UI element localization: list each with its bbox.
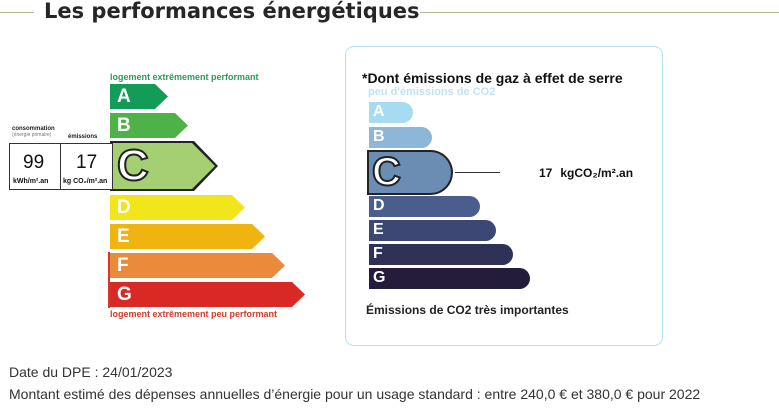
ges-class-c-letter: C bbox=[371, 149, 402, 195]
section-title: Les performances énergétiques bbox=[44, 0, 420, 23]
values-box bbox=[9, 143, 113, 190]
energy-class-f-bar: F bbox=[110, 253, 285, 278]
energy-class-f-letter: F bbox=[117, 255, 129, 276]
ges-class-d-bar: D bbox=[369, 196, 480, 217]
energy-class-d-letter: D bbox=[117, 197, 131, 218]
ges-class-f-letter: F bbox=[373, 245, 383, 262]
energy-class-e-letter: E bbox=[117, 226, 130, 247]
dpe-date: Date du DPE : 24/01/2023 bbox=[9, 364, 173, 380]
ges-bottom-label: Émissions de CO2 très importantes bbox=[366, 303, 569, 317]
emission-unit: kg CO₂/m².an bbox=[63, 178, 108, 185]
title-rule-right bbox=[420, 12, 779, 13]
ges-class-a-bar: A bbox=[369, 102, 413, 123]
energy-class-c-bar bbox=[112, 143, 215, 189]
section-header: Les performances énergétiques bbox=[0, 0, 779, 30]
ges-class-b-letter: B bbox=[373, 128, 385, 145]
ges-class-a-letter: A bbox=[373, 103, 385, 120]
energy-class-d-bar: D bbox=[110, 195, 245, 220]
energy-class-g-letter: G bbox=[117, 284, 132, 305]
consumption-unit: kWh/m².an bbox=[13, 178, 49, 185]
ges-class-b-bar: B bbox=[369, 127, 432, 148]
ges-value-readout: 17 kgCO₂/m².an bbox=[539, 166, 633, 180]
ges-unit: kgCO₂/m².an bbox=[560, 166, 634, 180]
ges-class-c-bar bbox=[369, 152, 451, 193]
emission-label: émissions bbox=[68, 134, 98, 140]
energy-fg-marker bbox=[108, 252, 110, 308]
energy-class-a-bar: A bbox=[110, 84, 168, 109]
energy-class-b-bar: B bbox=[110, 113, 188, 138]
ges-class-d-letter: D bbox=[373, 197, 385, 214]
ges-class-f-bar: F bbox=[369, 244, 513, 265]
energy-class-g-bar: G bbox=[110, 282, 305, 307]
energy-class-a-letter: A bbox=[117, 86, 131, 107]
emission-value: 17 bbox=[76, 152, 98, 173]
ges-class-e-bar: E bbox=[369, 220, 496, 241]
energy-bottom-label: logement extrêmement peu performant bbox=[110, 309, 278, 319]
consumption-label: consommation bbox=[12, 126, 55, 132]
ges-class-g-letter: G bbox=[373, 269, 386, 286]
energy-top-label: logement extrêmement performant bbox=[110, 72, 259, 82]
ges-top-label: peu d'émissions de CO2 bbox=[368, 86, 496, 98]
ges-class-e-letter: E bbox=[373, 221, 384, 238]
ges-class-g-bar: G bbox=[369, 268, 530, 289]
values-divider bbox=[60, 143, 61, 190]
consumption-value: 99 bbox=[23, 152, 45, 173]
ges-value: 17 bbox=[539, 166, 553, 180]
consumption-sublabel: (énergie primaire) bbox=[12, 132, 52, 138]
energy-class-e-bar: E bbox=[110, 224, 265, 249]
energy-class-b-letter: B bbox=[117, 115, 131, 136]
estimated-cost: Montant estimé des dépenses annuelles d’… bbox=[9, 386, 701, 402]
title-rule-left bbox=[0, 12, 34, 13]
ges-value-connector bbox=[455, 172, 500, 173]
energy-class-c-letter: C bbox=[116, 140, 150, 191]
ges-title: *Dont émissions de gaz à effet de serre bbox=[362, 70, 623, 86]
